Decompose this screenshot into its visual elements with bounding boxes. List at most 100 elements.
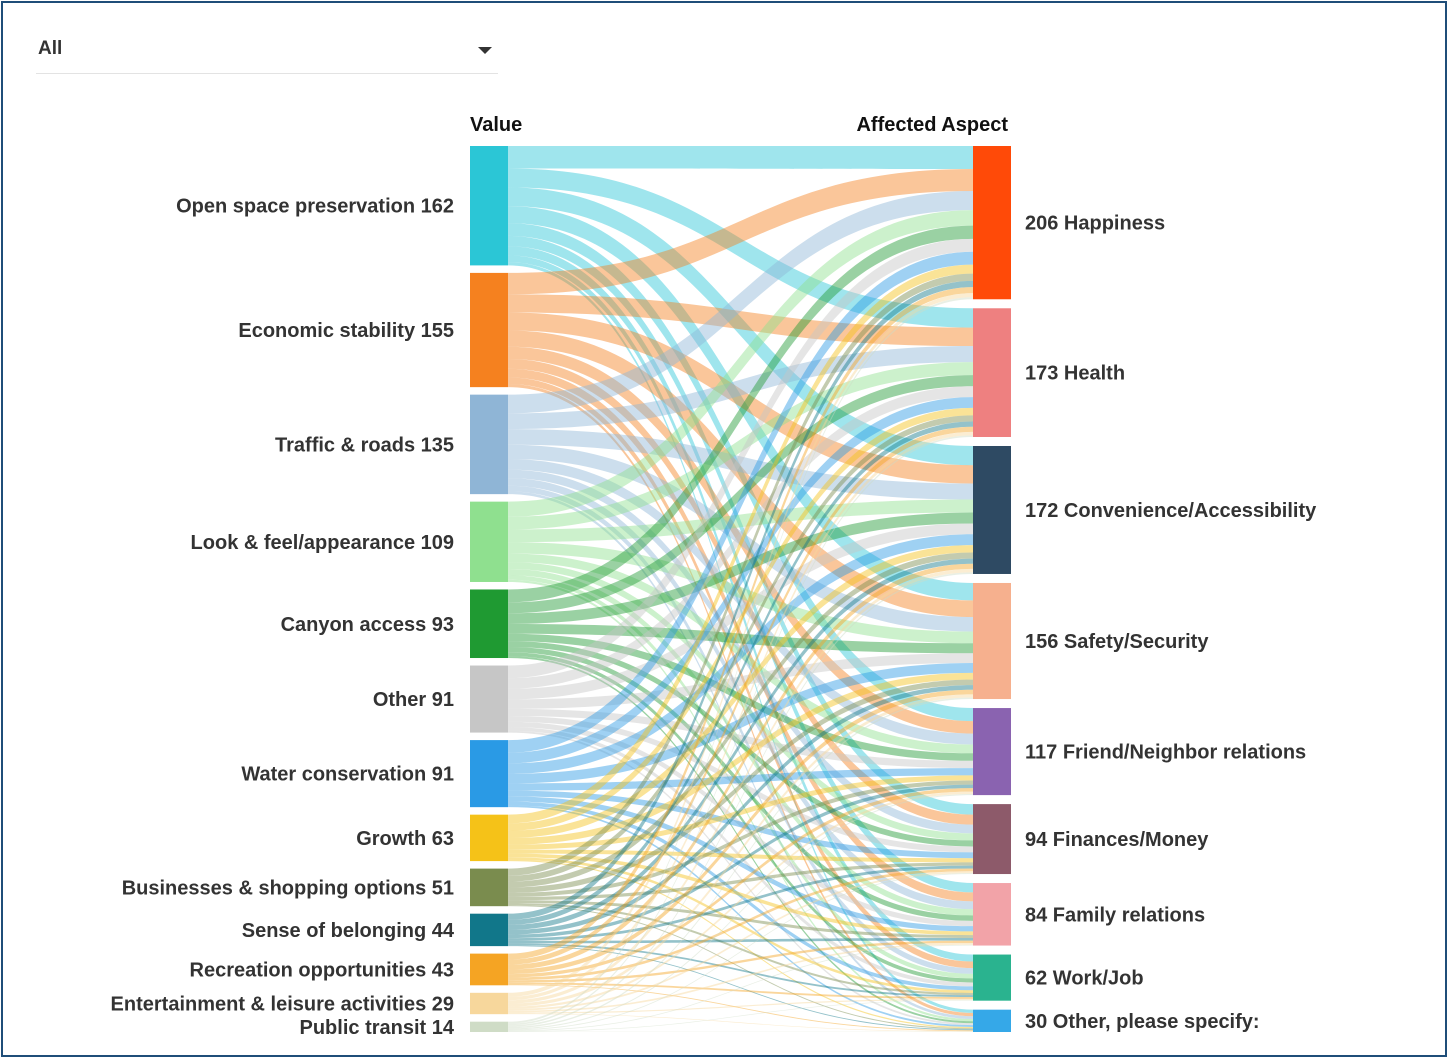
filter-dropdown[interactable]: All — [36, 32, 498, 74]
sankey-link — [508, 944, 973, 1032]
sankey-link — [508, 679, 973, 893]
sankey-link — [508, 542, 973, 644]
sankey-link — [508, 499, 973, 543]
target-label: 94 Finances/Money — [1025, 829, 1209, 851]
sankey-link — [508, 426, 973, 965]
sankey-link — [508, 903, 973, 996]
sankey-link — [508, 868, 973, 981]
source-node — [470, 814, 508, 862]
sankey-link — [508, 685, 973, 935]
sankey-link — [508, 572, 973, 1027]
target-label: 62 Work/Job — [1025, 968, 1144, 990]
sankey-link — [508, 297, 973, 1024]
target-label: 156 Safety/Security — [1025, 631, 1209, 653]
sankey-link — [508, 429, 973, 500]
source-node — [470, 740, 508, 808]
sankey-link — [508, 407, 973, 831]
sankey-link — [508, 312, 973, 484]
sankey-link — [508, 940, 973, 983]
sankey-link — [508, 998, 973, 1014]
source-label: Recreation opportunities 43 — [190, 959, 455, 981]
sankey-link — [508, 562, 973, 841]
chevron-down-icon[interactable] — [478, 47, 492, 54]
sankey-link — [508, 793, 973, 1030]
sankey-labels: Open space preservation 162 Economic stab… — [111, 196, 1318, 1039]
target-node — [973, 954, 1011, 1001]
sankey-link — [508, 358, 973, 825]
sankey-link — [508, 280, 973, 920]
sankey-link — [508, 431, 973, 1001]
sankey-link — [508, 689, 973, 975]
sankey-link — [508, 575, 973, 979]
sankey-link — [508, 563, 973, 970]
source-node — [470, 913, 508, 947]
sankey-link — [508, 251, 973, 753]
sankey-link — [508, 853, 973, 936]
sankey-link — [508, 730, 973, 1026]
target-node — [973, 445, 1011, 574]
sankey-link — [508, 375, 973, 614]
sankey-link — [508, 491, 973, 1020]
source-label: Businesses & shopping options 51 — [122, 877, 454, 899]
source-label: Open space preservation 162 — [176, 196, 454, 218]
target-label: 172 Convenience/Accessibility — [1025, 500, 1317, 522]
sankey-link — [508, 246, 973, 893]
sankey-link — [508, 558, 973, 931]
sankey-link — [508, 859, 973, 1029]
sankey-link — [508, 415, 973, 882]
target-node — [973, 146, 1011, 300]
sankey-link — [508, 849, 973, 863]
sankey-link — [508, 796, 973, 932]
sankey-link — [508, 697, 973, 1029]
target-label: 117 Friend/Neighbor relations — [1025, 742, 1306, 764]
sankey-link — [508, 726, 973, 987]
sankey-links — [508, 146, 973, 1032]
sankey-link — [508, 790, 973, 859]
sankey-link — [508, 168, 973, 295]
source-node — [470, 272, 508, 388]
sankey-link — [508, 656, 973, 1024]
sankey-link — [508, 865, 973, 941]
target-node — [973, 308, 1011, 437]
sankey-link — [508, 1013, 973, 1032]
source-label: Sense of belonging 44 — [242, 920, 455, 942]
sankey-link — [508, 579, 973, 1022]
target-label: 84 Family relations — [1025, 904, 1205, 926]
sankey-link — [508, 485, 973, 974]
sankey-link — [508, 1000, 973, 1032]
target-label: 173 Health — [1025, 363, 1125, 385]
sankey-link — [508, 386, 973, 689]
sankey-link — [508, 857, 973, 993]
target-node — [973, 708, 1011, 796]
sankey-link — [508, 210, 973, 517]
sankey-link — [508, 187, 973, 466]
sankey-link — [508, 346, 973, 430]
source-node — [470, 665, 508, 733]
sankey-link — [508, 421, 973, 925]
source-node — [470, 1021, 508, 1032]
sankey-link — [508, 641, 973, 847]
target-node — [973, 582, 1011, 700]
sankey-link — [508, 377, 973, 969]
target-label: 30 Other, please specify: — [1025, 1011, 1260, 1033]
sankey-link — [508, 768, 973, 791]
sankey-link — [508, 938, 973, 944]
sankey-link — [508, 984, 973, 1032]
sankey-link — [508, 663, 973, 784]
sankey-link — [508, 478, 973, 910]
source-label: Water conservation 91 — [241, 764, 454, 786]
sankey-link — [508, 262, 973, 1014]
sankey-link — [508, 293, 973, 997]
source-label: Economic stability 155 — [238, 320, 454, 342]
target-column-header: Affected Aspect — [856, 114, 1008, 136]
sankey-link — [508, 287, 973, 960]
sankey-link — [508, 775, 973, 850]
sankey-link — [508, 784, 973, 939]
source-node — [470, 146, 508, 266]
source-node — [470, 589, 508, 659]
sankey-link — [508, 235, 973, 815]
sankey-link — [508, 805, 973, 1027]
source-node — [470, 953, 508, 986]
